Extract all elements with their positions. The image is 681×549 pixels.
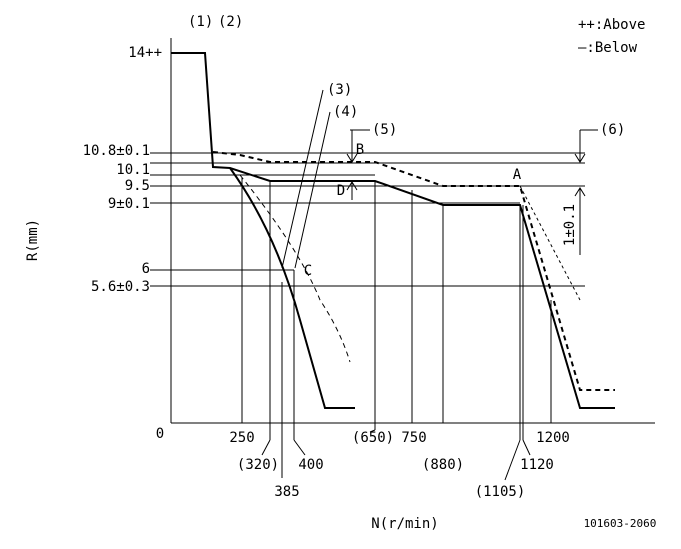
x-label: 385 bbox=[274, 484, 299, 500]
y-label: 9±0.1 bbox=[108, 196, 150, 212]
x-label: 400 bbox=[298, 457, 323, 473]
point-label: C bbox=[304, 263, 312, 279]
x-axis-title: N(r/min) bbox=[371, 516, 438, 532]
point-label: B bbox=[356, 142, 364, 158]
tolerance-label: 1±0.1 bbox=[562, 204, 578, 246]
y-label: 10.1 bbox=[116, 162, 150, 178]
droop-dashed bbox=[239, 174, 351, 363]
y-label: 10.8±0.1 bbox=[83, 143, 150, 159]
x-label: (880) bbox=[422, 457, 464, 473]
legend-below: —:Below bbox=[578, 40, 638, 56]
callout: (1) bbox=[188, 14, 213, 30]
curve-dashed bbox=[212, 151, 615, 391]
callout: (6) bbox=[600, 122, 625, 138]
callout: (3) bbox=[327, 82, 352, 98]
x-label: 750 bbox=[401, 430, 426, 446]
droop-solid bbox=[229, 167, 355, 409]
x-label: 1200 bbox=[536, 430, 570, 446]
y-label: 14++ bbox=[128, 45, 162, 61]
curve-solid bbox=[171, 52, 615, 409]
y-label: 5.6±0.3 bbox=[91, 279, 150, 295]
point-label: A bbox=[513, 167, 522, 183]
drawing-code: 101603-2060 bbox=[584, 517, 657, 530]
x-label: (1105) bbox=[475, 484, 526, 500]
y-axis-title: R(mm) bbox=[25, 219, 41, 261]
x-label: 250 bbox=[229, 430, 254, 446]
point-label: D bbox=[337, 183, 345, 199]
callout: (4) bbox=[333, 104, 358, 120]
y-label: 6 bbox=[142, 261, 150, 277]
callout: (5) bbox=[372, 122, 397, 138]
x-label: (320) bbox=[237, 457, 279, 473]
x-label: (650) bbox=[352, 430, 394, 446]
legend-above: ++:Above bbox=[578, 17, 645, 33]
y-label: 9.5 bbox=[125, 178, 150, 194]
origin-label: 0 bbox=[156, 426, 164, 442]
x-label: 1120 bbox=[520, 457, 554, 473]
frame-lines bbox=[150, 38, 655, 481]
callout: (2) bbox=[218, 14, 243, 30]
